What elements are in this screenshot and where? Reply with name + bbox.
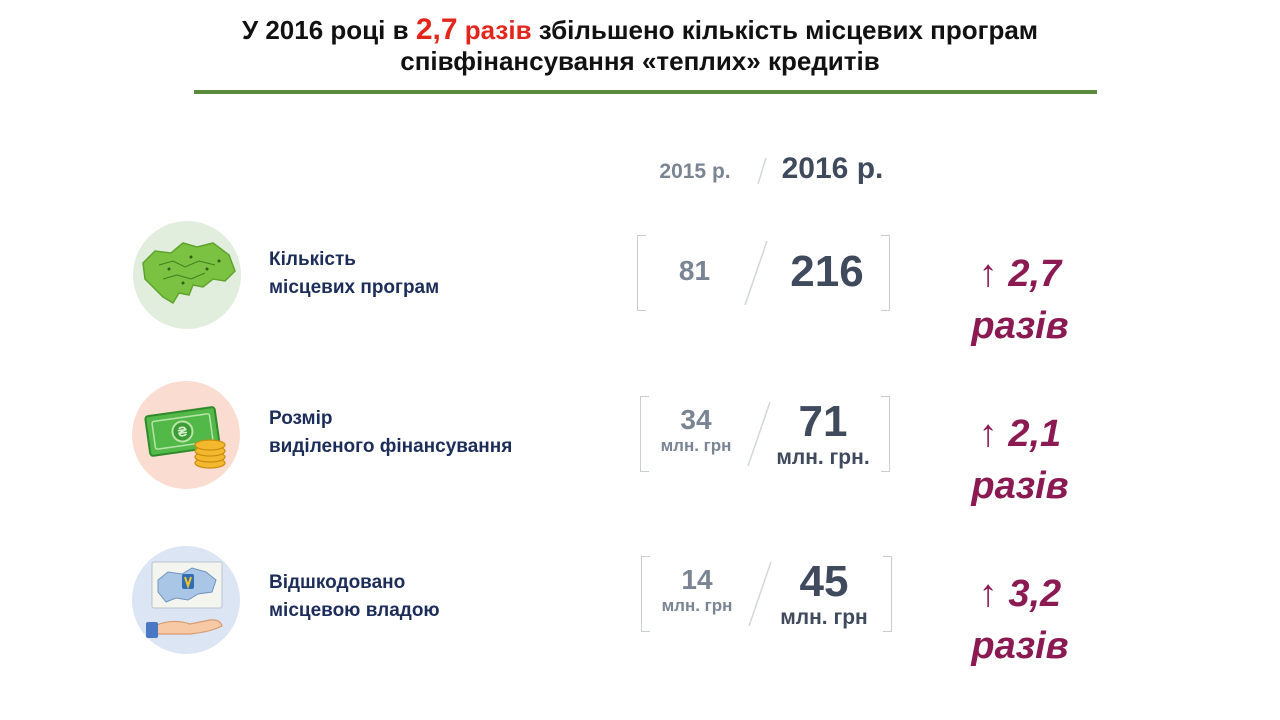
value-divider bbox=[748, 561, 772, 627]
title-line-1: У 2016 році в 2,7 разів збільшено кількі… bbox=[150, 14, 1130, 46]
value-2016: 216 bbox=[790, 247, 864, 296]
unit-2015: млн. грн bbox=[660, 436, 732, 455]
value-2015-block: 34 млн. грн bbox=[646, 404, 746, 456]
bracket-right bbox=[881, 235, 890, 311]
ratio-word: разів bbox=[971, 625, 1069, 667]
label-line: Відшкодовано bbox=[269, 572, 406, 593]
year-divider bbox=[757, 157, 767, 185]
unit-2015: млн. грн bbox=[661, 596, 733, 615]
row-icon-circle: ₴ bbox=[132, 381, 240, 489]
value-2015: 14 bbox=[681, 564, 713, 595]
row-icon-circle bbox=[132, 546, 240, 654]
value-2015: 34 bbox=[680, 404, 712, 435]
row-icon-circle bbox=[133, 221, 241, 329]
year-2016-header: 2016 р. bbox=[781, 152, 884, 185]
value-box-financing: 34 млн. грн 71 млн. грн. bbox=[640, 396, 890, 472]
value-2016-block: 71 млн. грн. bbox=[758, 398, 888, 470]
value-box-compensated: 14 млн. грн 45 млн. грн bbox=[641, 556, 892, 632]
row-label-programs: Кількість місцевих програм bbox=[269, 246, 439, 302]
ratio-programs: ↑ 2,7 разів bbox=[950, 248, 1090, 352]
ratio-word: разів bbox=[971, 305, 1069, 347]
year-2015-header: 2015 р. bbox=[659, 160, 731, 183]
page-title: У 2016 році в 2,7 разів збільшено кількі… bbox=[150, 14, 1130, 77]
ratio-value: ↑ 2,1 bbox=[978, 413, 1062, 455]
ukraine-map-icon bbox=[142, 242, 236, 305]
ratio-compensated: ↑ 3,2 разів bbox=[950, 568, 1090, 672]
money-coins-icon: ₴ bbox=[144, 406, 226, 469]
unit-2016: млн. грн bbox=[780, 606, 868, 629]
value-2016: 71 bbox=[798, 397, 848, 446]
title-prefix: У 2016 році в bbox=[241, 15, 416, 45]
label-line: місцевою владою bbox=[269, 600, 440, 621]
value-box-programs: 81 216 bbox=[637, 235, 890, 311]
ratio-value: ↑ 2,7 bbox=[978, 253, 1062, 295]
bracket-left bbox=[640, 396, 649, 472]
ratio-word: разів bbox=[971, 465, 1069, 507]
bracket-left bbox=[641, 556, 650, 632]
title-divider bbox=[194, 90, 1097, 94]
value-2016: 45 bbox=[799, 557, 849, 606]
bracket-right bbox=[881, 396, 890, 472]
svg-text:₴: ₴ bbox=[177, 423, 189, 440]
ratio-value: ↑ 3,2 bbox=[978, 573, 1062, 615]
label-line: місцевих програм bbox=[269, 277, 440, 298]
value-divider bbox=[747, 401, 771, 467]
title-highlight-word: разів bbox=[464, 15, 532, 45]
hand-map-icon bbox=[146, 561, 223, 638]
label-line: Розмір bbox=[269, 408, 333, 429]
label-line: виділеного фінансування bbox=[269, 436, 513, 457]
value-2015: 81 bbox=[678, 255, 711, 286]
label-line: Кількість bbox=[269, 249, 356, 270]
title-line-2: співфінансування «теплих» кредитів bbox=[400, 46, 880, 76]
value-divider bbox=[744, 240, 768, 306]
value-2015-block: 14 млн. грн bbox=[647, 564, 747, 616]
bracket-left bbox=[637, 235, 646, 311]
ratio-financing: ↑ 2,1 разів bbox=[950, 408, 1090, 512]
unit-2016: млн. грн. bbox=[776, 446, 870, 469]
value-2016-block: 45 млн. грн bbox=[759, 558, 889, 630]
bracket-right bbox=[883, 556, 892, 632]
row-label-financing: Розмір виділеного фінансування bbox=[269, 405, 512, 461]
title-line1-rest: збільшено кількість місцевих програм bbox=[531, 15, 1039, 45]
row-label-compensated: Відшкодовано місцевою владою bbox=[269, 569, 440, 625]
title-highlight-number: 2,7 bbox=[415, 13, 458, 46]
